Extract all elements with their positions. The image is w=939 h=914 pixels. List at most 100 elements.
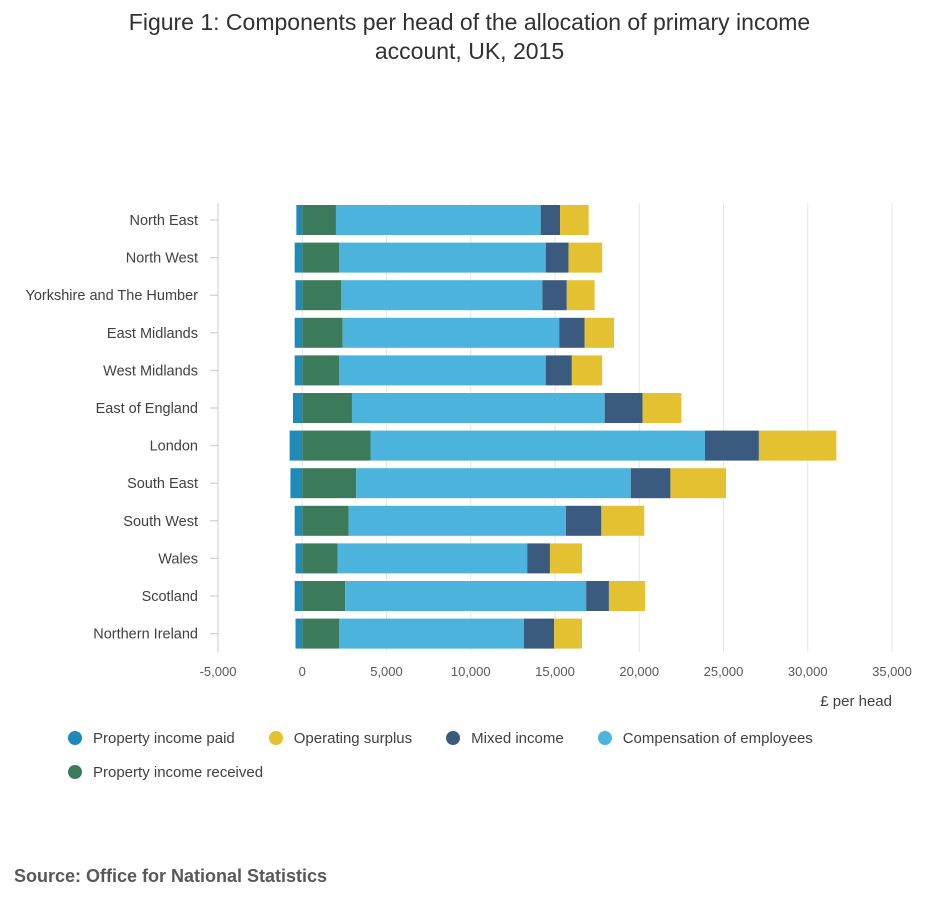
bar-compensation-of-employees[interactable] <box>345 581 587 611</box>
legend-label: Compensation of employees <box>622 729 813 747</box>
x-tick-label: 25,000 <box>704 664 744 679</box>
bar-property-income-paid[interactable] <box>290 468 303 499</box>
legend-swatch <box>446 731 461 745</box>
bar-property-income-paid[interactable] <box>294 581 303 611</box>
bar-property-income-received[interactable] <box>302 393 352 423</box>
bar-operating-surplus[interactable] <box>566 280 595 311</box>
title-line-2: account, UK, 2015 <box>374 38 565 64</box>
legend-row-1: Property income paid Operating surplus M… <box>68 727 928 749</box>
bar-chart: North East North West Yorkshire and The Hu… <box>26 203 912 710</box>
bar-compensation-of-employees[interactable] <box>348 505 566 536</box>
bar-compensation-of-employees[interactable] <box>356 468 631 499</box>
bar-operating-surplus[interactable] <box>560 205 589 235</box>
bar-property-income-received[interactable] <box>302 505 349 536</box>
bar-operating-surplus[interactable] <box>608 581 646 611</box>
bar-property-income-received[interactable] <box>302 242 340 273</box>
bar-operating-surplus[interactable] <box>568 242 603 273</box>
bar-mixed-income[interactable] <box>559 317 585 348</box>
bar-property-income-paid[interactable] <box>295 280 303 311</box>
bar-property-income-received[interactable] <box>302 280 342 311</box>
bar-operating-surplus[interactable] <box>670 468 727 499</box>
x-tick-labels: -5,000 0 5,000 10,000 15,000 20,000 25,000 30,0… <box>200 664 912 679</box>
legend: Property income paid Operating surplus M… <box>68 727 928 795</box>
x-tick-label: 0 <box>299 664 306 679</box>
legend-item-property-income-received[interactable]: Property income received <box>68 764 263 781</box>
bar-compensation-of-employees[interactable] <box>335 205 541 235</box>
bar-operating-surplus[interactable] <box>554 618 582 649</box>
bar-operating-surplus[interactable] <box>571 355 603 386</box>
legend-item-operating-surplus[interactable]: Operating surplus <box>268 729 413 747</box>
bars <box>289 205 837 649</box>
bar-property-income-paid[interactable] <box>289 430 303 461</box>
bar-mixed-income[interactable] <box>527 543 550 574</box>
x-tick-label: -5,000 <box>200 664 237 679</box>
bar-mixed-income[interactable] <box>704 430 759 461</box>
legend-swatch <box>68 765 82 779</box>
bar-property-income-received[interactable] <box>302 543 338 574</box>
bar-mixed-income[interactable] <box>523 618 555 649</box>
bar-mixed-income[interactable] <box>545 242 569 273</box>
bar-operating-surplus[interactable] <box>584 317 614 348</box>
legend-label: Property income received <box>93 763 264 781</box>
legend-label: Operating surplus <box>293 729 413 747</box>
bar-mixed-income[interactable] <box>604 393 643 423</box>
x-tick-label: 15,000 <box>535 664 575 679</box>
bar-property-income-received[interactable] <box>302 618 340 649</box>
bar-operating-surplus[interactable] <box>758 430 837 461</box>
bar-property-income-received[interactable] <box>302 205 336 235</box>
bar-operating-surplus[interactable] <box>549 543 582 574</box>
bar-mixed-income[interactable] <box>586 581 609 611</box>
chart-title: Figure 1: Components per head of the all… <box>0 8 939 66</box>
title-line-1: Figure 1: Components per head of the all… <box>128 9 811 35</box>
bar-compensation-of-employees[interactable] <box>342 317 560 348</box>
category-label: South East <box>127 476 198 492</box>
category-label: Northern Ireland <box>93 627 198 643</box>
category-label: Wales <box>158 551 198 567</box>
category-label: East Midlands <box>107 326 198 342</box>
legend-item-property-income-paid[interactable]: Property income paid <box>68 730 235 747</box>
legend-label: Property income paid <box>93 729 235 747</box>
category-label: Scotland <box>142 589 198 605</box>
bar-compensation-of-employees[interactable] <box>339 355 546 386</box>
x-tick-label: 20,000 <box>619 664 659 679</box>
bar-mixed-income[interactable] <box>630 468 671 499</box>
bar-property-income-received[interactable] <box>302 317 343 348</box>
category-label: Yorkshire and The Humber <box>26 288 199 304</box>
bar-compensation-of-employees[interactable] <box>341 280 543 311</box>
bar-property-income-paid[interactable] <box>295 618 303 649</box>
bar-compensation-of-employees[interactable] <box>339 242 546 273</box>
category-label: East of England <box>96 401 198 417</box>
category-label: West Midlands <box>103 363 198 379</box>
bar-property-income-paid[interactable] <box>294 505 303 536</box>
bar-mixed-income[interactable] <box>545 355 572 386</box>
bar-mixed-income[interactable] <box>542 280 567 311</box>
bar-compensation-of-employees[interactable] <box>370 430 705 461</box>
bar-property-income-paid[interactable] <box>294 355 303 386</box>
bar-mixed-income[interactable] <box>565 505 602 536</box>
bar-compensation-of-employees[interactable] <box>339 618 524 649</box>
legend-row-2: Property income received <box>68 761 928 783</box>
bar-property-income-paid[interactable] <box>296 205 303 235</box>
bar-property-income-paid[interactable] <box>295 543 303 574</box>
legend-item-compensation-of-employees[interactable]: Compensation of employees <box>597 729 813 747</box>
gridlines <box>210 203 893 652</box>
bar-mixed-income[interactable] <box>540 205 561 235</box>
bar-compensation-of-employees[interactable] <box>337 543 528 574</box>
x-tick-label: 30,000 <box>788 664 828 679</box>
bar-property-income-received[interactable] <box>302 355 340 386</box>
bar-operating-surplus[interactable] <box>601 505 645 536</box>
bar-property-income-received[interactable] <box>302 430 371 461</box>
bar-property-income-paid[interactable] <box>294 242 303 273</box>
category-label: London <box>150 439 198 455</box>
category-label: South West <box>123 514 198 530</box>
legend-item-mixed-income[interactable]: Mixed income <box>446 730 564 747</box>
bar-property-income-received[interactable] <box>302 581 346 611</box>
legend-swatch <box>268 731 283 745</box>
category-labels: North East North West Yorkshire and The Hu… <box>26 213 199 643</box>
bar-compensation-of-employees[interactable] <box>351 393 605 423</box>
bar-operating-surplus[interactable] <box>642 393 682 423</box>
bar-property-income-paid[interactable] <box>294 317 303 348</box>
legend-swatch <box>597 731 612 745</box>
bar-property-income-paid[interactable] <box>292 393 303 423</box>
bar-property-income-received[interactable] <box>302 468 357 499</box>
